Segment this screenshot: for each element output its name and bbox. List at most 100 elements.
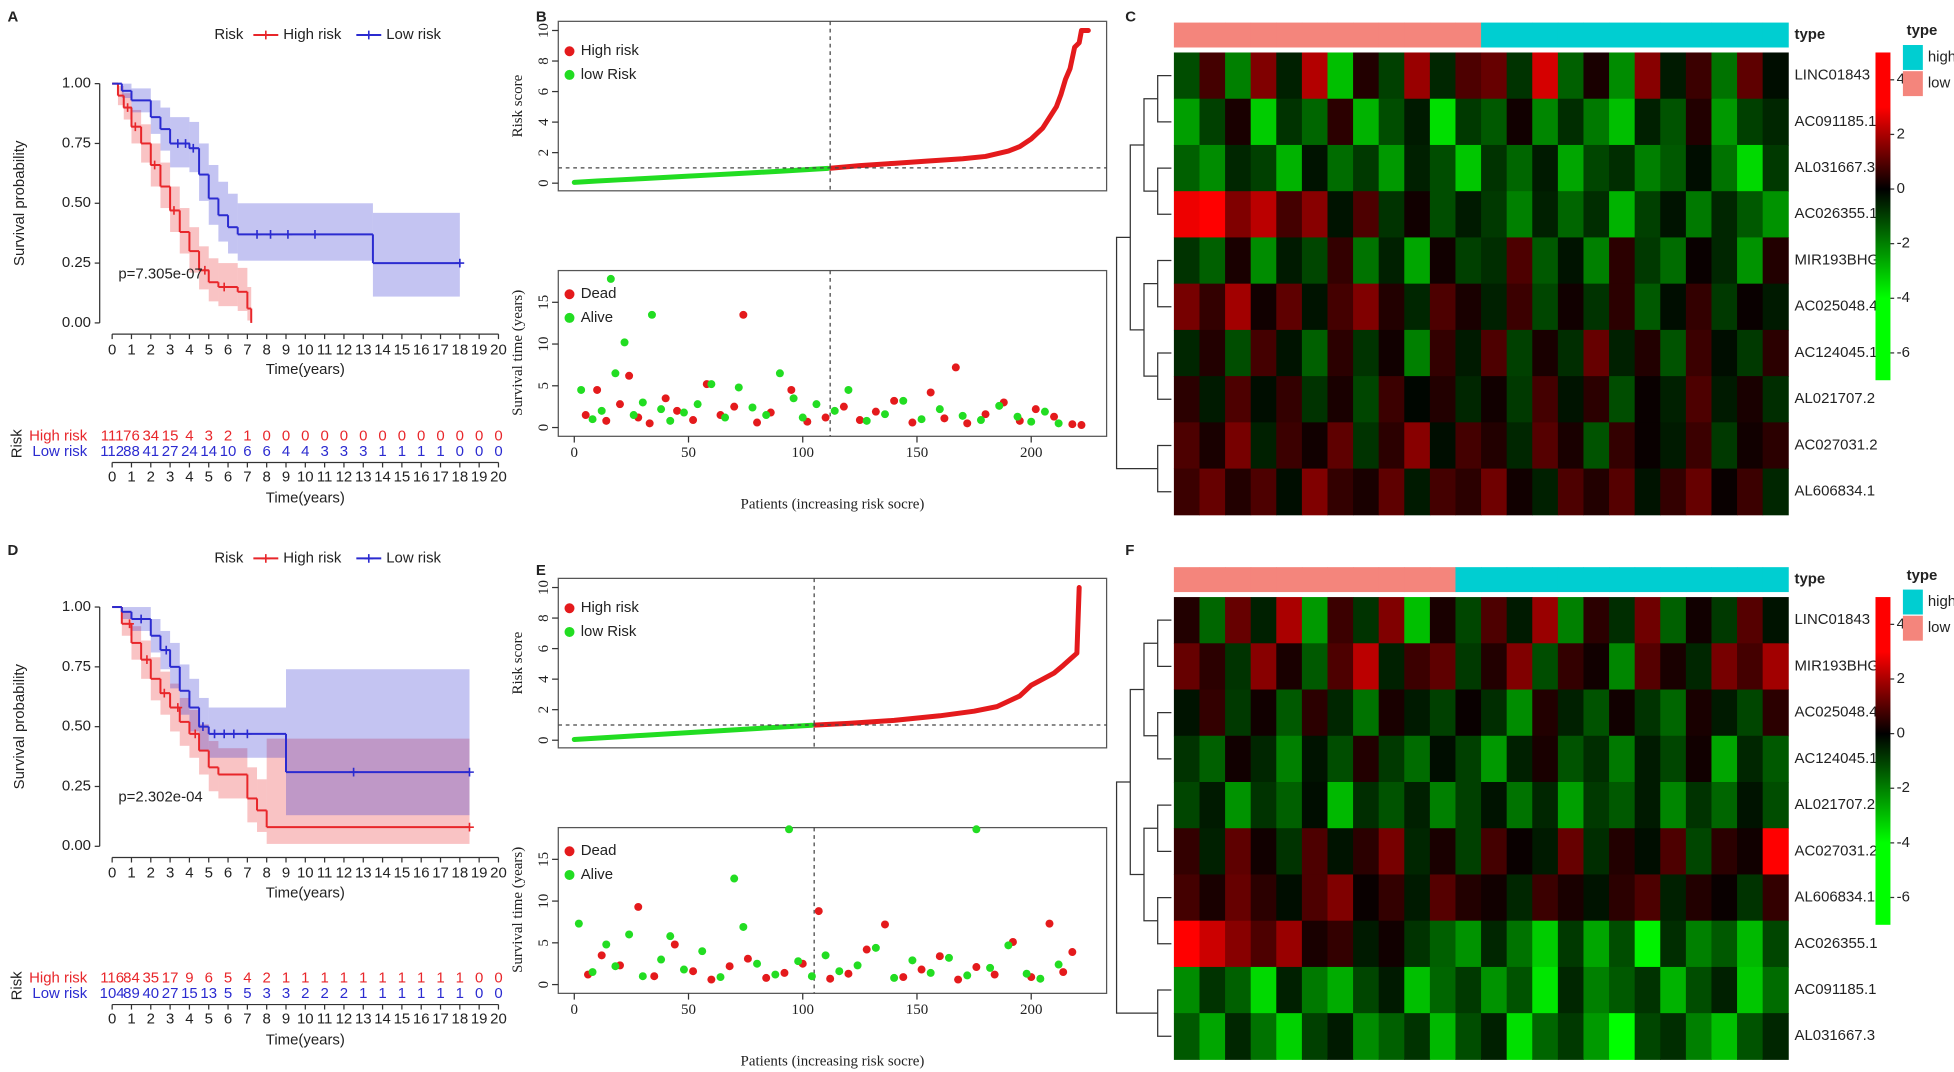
y-tick-label: 10 [536, 337, 552, 352]
legend-title: type [1907, 22, 1938, 39]
heat-cell [1532, 781, 1559, 829]
patient-point [1068, 420, 1077, 429]
heat-cell [1634, 237, 1661, 285]
heat-cell [1173, 329, 1200, 377]
heat-cell [1685, 735, 1712, 783]
table-x-tick-label: 17 [432, 1010, 449, 1027]
heat-cell [1583, 597, 1610, 644]
table-value: 6 [205, 969, 213, 986]
heat-cell [1378, 966, 1405, 1014]
table-value: 10 [220, 443, 237, 460]
type-cell [1583, 567, 1610, 593]
heat-cell [1583, 283, 1610, 331]
heat-cell [1506, 468, 1533, 516]
heat-cell [1762, 52, 1789, 100]
table-x-tick-label: 6 [224, 1010, 232, 1027]
type-cell [1455, 22, 1482, 48]
heat-cell [1250, 283, 1277, 331]
table-x-tick-label: 14 [374, 468, 391, 485]
heat-cell [1353, 874, 1380, 922]
patient-point [881, 920, 889, 929]
patient-point [785, 825, 794, 834]
patient-point [670, 940, 679, 949]
confidence-band [170, 642, 180, 689]
confidence-band [247, 287, 252, 321]
heat-cell [1762, 237, 1789, 285]
heat-cell [1250, 1013, 1277, 1060]
table-value: 1 [417, 969, 425, 986]
heat-cell [1557, 98, 1584, 146]
legend-dot [564, 869, 575, 880]
x-tick-label: 15 [394, 865, 411, 882]
patient-point [844, 385, 853, 394]
table-value: 0 [436, 427, 444, 444]
heat-cell [1276, 191, 1303, 238]
heat-cell [1173, 191, 1200, 238]
patient-point [679, 408, 688, 417]
type-cell [1173, 22, 1200, 48]
legend-dot [564, 69, 575, 80]
heat-cell [1557, 329, 1584, 377]
heat-cell [1711, 781, 1738, 829]
x-tick-label: 150 [906, 1002, 928, 1018]
x-tick-label: 6 [224, 341, 232, 358]
plot-frame [557, 269, 1108, 437]
heat-cell [1276, 52, 1303, 100]
heat-cell [1532, 191, 1559, 238]
table-x-tick-label: 16 [413, 1010, 430, 1027]
heat-cell [1737, 828, 1764, 875]
patient-point [807, 972, 816, 981]
patient-point [762, 411, 771, 420]
color-bar-label: 4 [1897, 615, 1905, 632]
type-cell [1353, 22, 1380, 48]
table-x-title: Time(years) [266, 1032, 345, 1049]
color-bar-label: 0 [1897, 180, 1905, 197]
heat-cell [1532, 874, 1559, 922]
table-value: 0 [456, 443, 464, 460]
heat-cell [1762, 966, 1789, 1014]
heat-cell [1711, 874, 1738, 922]
heat-cell [1429, 597, 1456, 644]
heat-cell [1532, 1013, 1559, 1060]
heat-cell [1455, 468, 1482, 516]
table-value: 89 [123, 985, 140, 1002]
heat-cell [1199, 283, 1226, 331]
type-cell [1378, 22, 1405, 48]
heat-cell [1583, 422, 1610, 470]
risk-curve [827, 27, 1091, 171]
patient-point [1045, 919, 1054, 928]
heat-cell [1199, 468, 1226, 516]
heat-cell [1481, 781, 1508, 829]
heat-cell [1301, 643, 1328, 691]
heat-cell [1634, 283, 1661, 331]
table-value: 3 [359, 443, 367, 460]
heat-cell [1353, 828, 1380, 875]
table-value: 1 [378, 969, 386, 986]
patient-point [890, 396, 899, 405]
heat-cell [1634, 874, 1661, 922]
heat-cell [1276, 376, 1303, 423]
heat-cell [1737, 191, 1764, 238]
heat-cell [1199, 643, 1226, 691]
dendrogram [1157, 712, 1172, 760]
y-tick-label: 1.00 [62, 75, 91, 92]
table-x-tick-label: 5 [205, 1010, 213, 1027]
risk-curve [571, 165, 831, 185]
censor-mark [310, 230, 320, 239]
heat-cell [1557, 874, 1584, 922]
patient-point [908, 418, 917, 427]
risk-curve [571, 722, 815, 742]
patient-point [798, 413, 807, 422]
patient-point [730, 874, 739, 883]
heat-cell [1327, 597, 1354, 644]
type-cell [1481, 567, 1508, 593]
patient-point [954, 975, 963, 984]
heat-cell [1685, 689, 1712, 737]
heat-cell [1711, 597, 1738, 644]
heat-cell [1301, 376, 1328, 423]
heat-cell [1481, 98, 1508, 146]
heat-cell [1353, 52, 1380, 100]
table-value: 0 [263, 427, 271, 444]
heat-cell [1378, 781, 1405, 829]
table-x-tick-label: 20 [490, 468, 507, 485]
